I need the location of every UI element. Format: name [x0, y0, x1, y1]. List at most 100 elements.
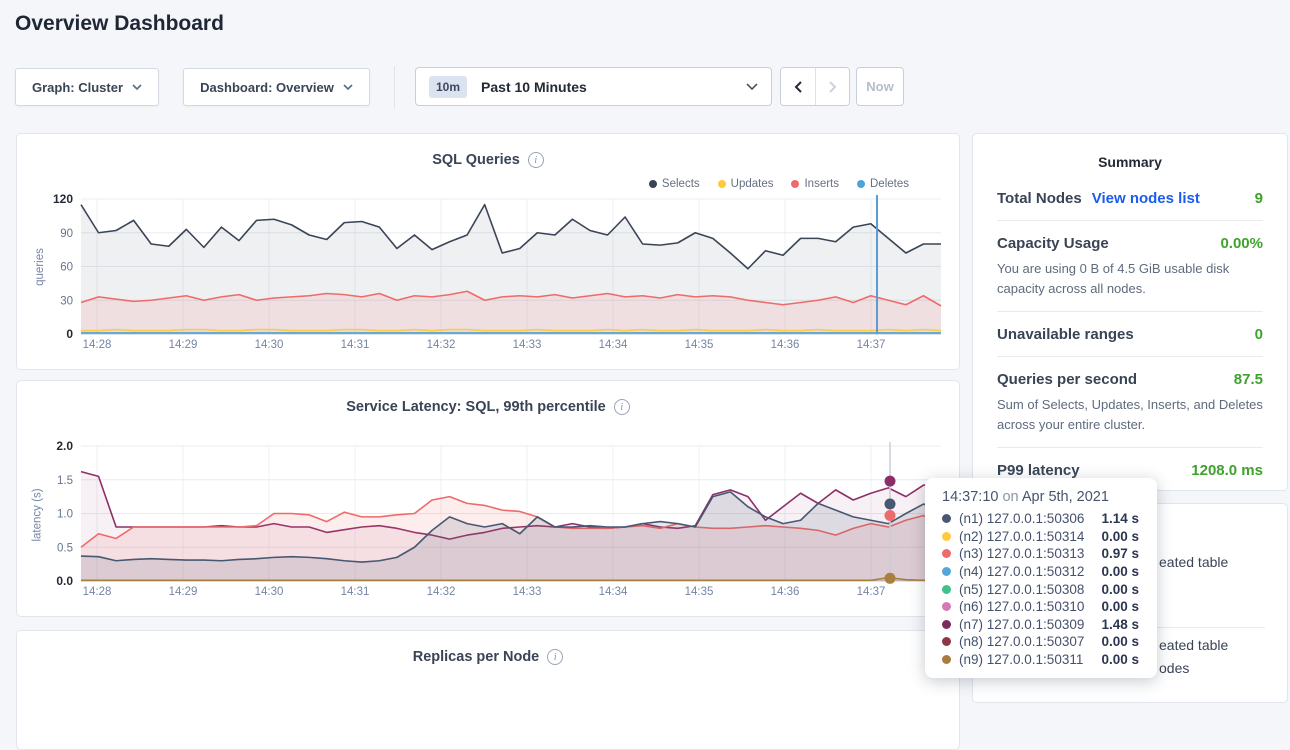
svg-text:14:37: 14:37	[857, 339, 886, 351]
view-nodes-list-link[interactable]: View nodes list	[1091, 190, 1200, 207]
legend-item-inserts[interactable]: Inserts	[791, 178, 839, 190]
time-next-button[interactable]	[815, 68, 849, 105]
svg-text:14:33: 14:33	[513, 339, 542, 351]
node-latency-value: 0.00 s	[1101, 581, 1139, 597]
svg-text:14:31: 14:31	[341, 586, 370, 598]
node-color-dot-icon	[942, 549, 951, 559]
tooltip-node-row: (n5) 127.0.0.1:50308 0.00 s	[942, 580, 1143, 598]
dashboard-dropdown[interactable]: Dashboard: Overview	[183, 68, 370, 106]
node-latency-value: 1.14 s	[1101, 511, 1139, 527]
node-color-dot-icon	[942, 514, 951, 524]
now-button[interactable]: Now	[856, 67, 904, 106]
summary-stat: Capacity Usage 0.00% You are using 0 B of …	[997, 221, 1263, 312]
stat-description: Sum of Selects, Updates, Inserts, and De…	[997, 397, 1263, 432]
tooltip-node-row: (n3) 127.0.0.1:50313 0.97 s	[942, 545, 1143, 563]
svg-text:14:36: 14:36	[771, 339, 800, 351]
node-color-dot-icon	[942, 619, 951, 629]
node-address: (n4) 127.0.0.1:50312	[959, 564, 1085, 580]
node-color-dot-icon	[942, 531, 951, 541]
svg-text:14:34: 14:34	[599, 339, 628, 351]
tooltip-node-row: (n7) 127.0.0.1:50309 1.48 s	[942, 616, 1143, 634]
time-range-label: Past 10 Minutes	[481, 78, 587, 95]
replicas-per-node-card: Replicas per Node i	[16, 630, 960, 750]
svg-text:0: 0	[66, 327, 73, 341]
controls-divider	[394, 66, 395, 108]
node-address: (n8) 127.0.0.1:50307	[959, 634, 1085, 650]
summary-stats: Total Nodes View nodes list 9 Capacity Usag…	[997, 176, 1263, 492]
sql-queries-card: SQL Queries i Selects Updates Inserts Delet…	[16, 133, 960, 370]
stat-label: Capacity Usage	[997, 235, 1109, 252]
dashboard-dropdown-label: Dashboard: Overview	[200, 79, 334, 95]
legend-item-selects[interactable]: Selects	[648, 178, 700, 190]
service-latency-card: Service Latency: SQL, 99th percentile i …	[16, 380, 960, 617]
chevron-left-icon	[794, 80, 802, 93]
graph-dropdown-label: Graph: Cluster	[31, 79, 123, 95]
chart-hover-tooltip: 14:37:10 on Apr 5th, 2021 (n1) 127.0.0.1…	[925, 478, 1157, 679]
node-latency-value: 0.97 s	[1101, 546, 1139, 562]
svg-text:14:28: 14:28	[83, 339, 112, 351]
chart-title: Service Latency: SQL, 99th percentile	[346, 399, 606, 415]
node-latency-value: 0.00 s	[1101, 634, 1139, 650]
graph-dropdown[interactable]: Graph: Cluster	[15, 68, 159, 106]
svg-text:14:35: 14:35	[685, 339, 714, 351]
tooltip-node-row: (n8) 127.0.0.1:50307 0.00 s	[942, 633, 1143, 651]
svg-text:60: 60	[60, 262, 73, 274]
svg-text:14:35: 14:35	[685, 586, 714, 598]
chart-legend: Selects Updates Inserts Deletes	[648, 178, 909, 190]
svg-text:14:30: 14:30	[255, 586, 284, 598]
node-latency-value: 0.00 s	[1101, 564, 1139, 580]
svg-text:14:34: 14:34	[599, 586, 628, 598]
node-color-dot-icon	[942, 602, 951, 612]
info-icon[interactable]: i	[547, 649, 564, 665]
svg-text:14:32: 14:32	[427, 339, 456, 351]
chevron-down-icon	[132, 84, 142, 90]
svg-text:0.0: 0.0	[56, 574, 73, 588]
legend-item-updates[interactable]: Updates	[717, 178, 774, 190]
node-color-dot-icon	[942, 655, 951, 665]
svg-text:30: 30	[60, 295, 73, 307]
stat-label: Total Nodes	[997, 190, 1082, 207]
stat-value: 9	[1254, 190, 1263, 207]
time-nav-group	[780, 67, 850, 106]
time-range-badge: 10m	[429, 75, 468, 98]
time-prev-button[interactable]	[781, 68, 815, 105]
summary-stat: Total Nodes View nodes list 9	[997, 176, 1263, 221]
legend-dot-icon	[648, 180, 657, 188]
svg-text:14:31: 14:31	[341, 339, 370, 351]
node-address: (n5) 127.0.0.1:50308	[959, 581, 1085, 597]
stat-label: Unavailable ranges	[997, 326, 1134, 343]
node-address: (n1) 127.0.0.1:50306	[959, 511, 1085, 527]
tooltip-node-row: (n4) 127.0.0.1:50312 0.00 s	[942, 563, 1143, 581]
node-latency-value: 0.00 s	[1101, 599, 1139, 615]
node-latency-value: 0.00 s	[1101, 652, 1139, 668]
svg-text:14:29: 14:29	[169, 586, 198, 598]
page-title: Overview Dashboard	[15, 12, 224, 35]
time-range-selector[interactable]: 10m Past 10 Minutes	[415, 67, 772, 106]
chevron-down-icon	[343, 84, 353, 90]
info-icon[interactable]: i	[613, 399, 630, 415]
node-latency-value: 0.00 s	[1101, 528, 1139, 544]
svg-text:14:32: 14:32	[427, 586, 456, 598]
legend-label: Selects	[661, 178, 700, 190]
svg-text:14:28: 14:28	[83, 586, 112, 598]
svg-text:2.0: 2.0	[56, 439, 73, 453]
tooltip-node-row: (n6) 127.0.0.1:50310 0.00 s	[942, 598, 1143, 616]
service-latency-chart[interactable]: 14:28 14:29 14:30 14:31 14:32 14:33 14:34 14:35…	[17, 438, 961, 608]
info-icon[interactable]: i	[527, 152, 544, 168]
node-color-dot-icon	[942, 637, 951, 647]
svg-text:14:30: 14:30	[255, 339, 284, 351]
svg-text:14:36: 14:36	[771, 586, 800, 598]
svg-text:0.5: 0.5	[57, 542, 73, 554]
svg-text:1.0: 1.0	[57, 509, 73, 521]
sql-queries-chart[interactable]: 14:28 14:29 14:30 14:31 14:32 14:33 14:34 14:35…	[17, 191, 961, 361]
legend-label: Updates	[730, 178, 774, 190]
event-text-fragment: eated table	[1159, 554, 1229, 570]
stat-value: 0.00%	[1220, 235, 1263, 252]
legend-label: Deletes	[870, 178, 909, 190]
tooltip-node-row: (n9) 127.0.0.1:50311 0.00 s	[942, 651, 1143, 669]
svg-text:1.5: 1.5	[57, 475, 73, 487]
legend-item-deletes[interactable]: Deletes	[857, 178, 909, 190]
node-latency-value: 1.48 s	[1101, 616, 1139, 632]
event-text-fragment: eated table	[1159, 637, 1229, 653]
summary-stat: Queries per second 87.5 Sum of Selects, Up…	[997, 357, 1263, 448]
